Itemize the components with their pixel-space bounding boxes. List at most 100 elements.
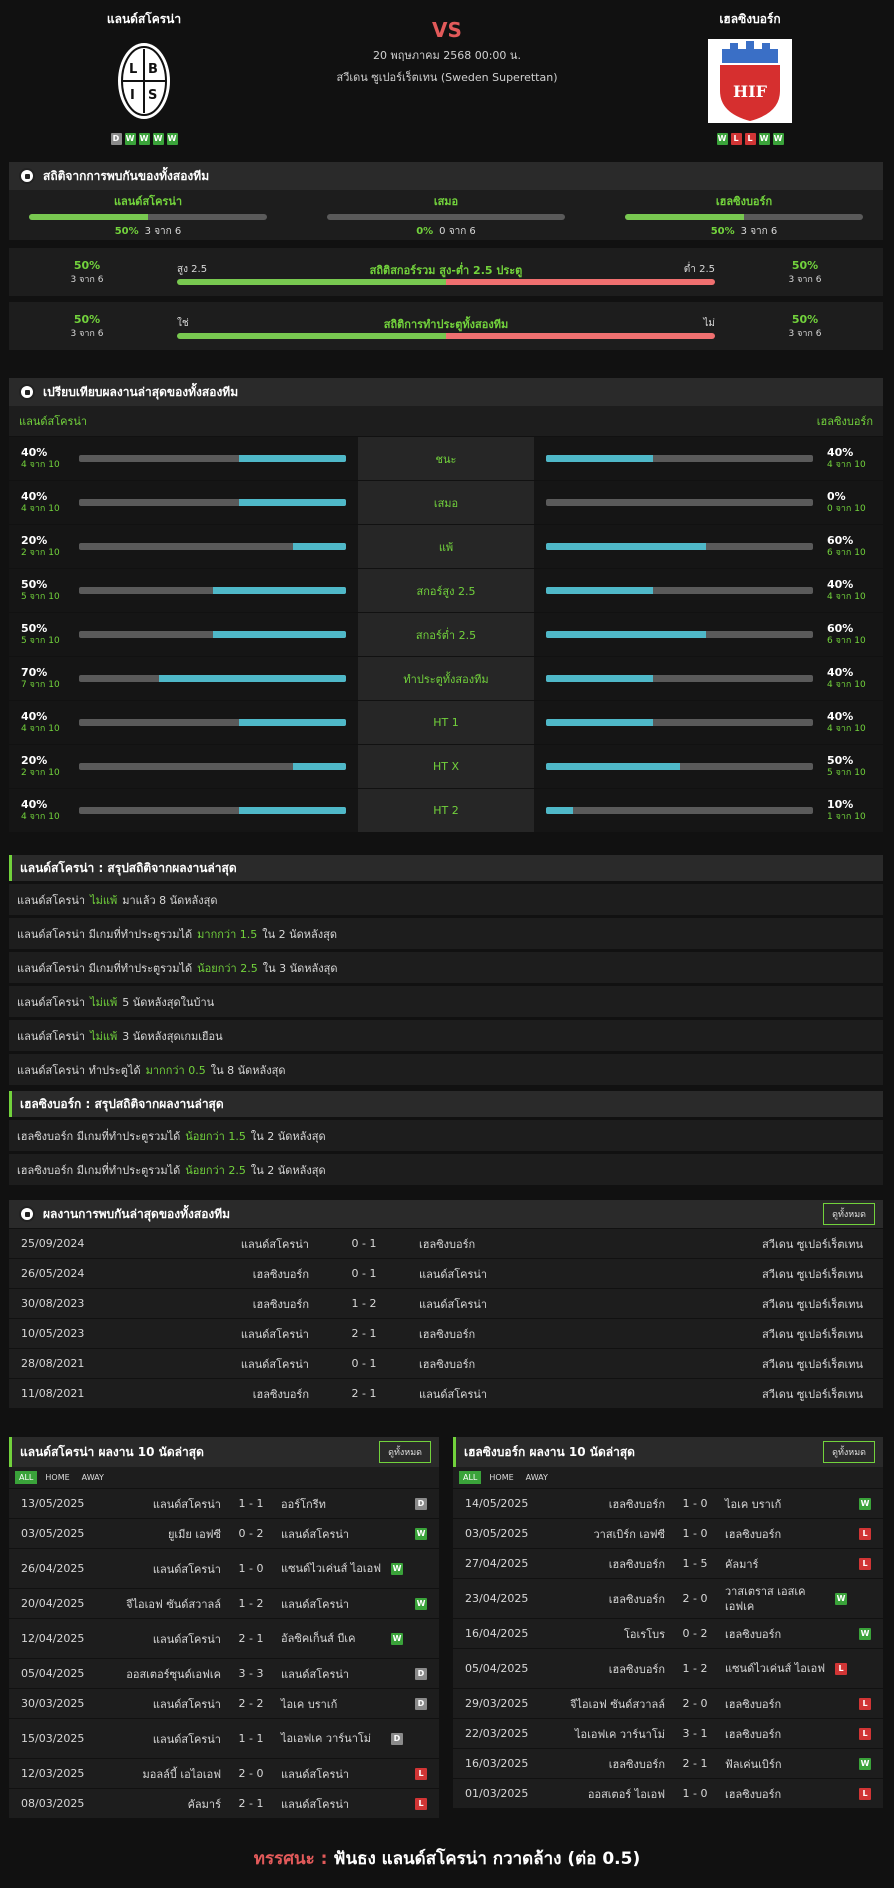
summary-highlight: มากกว่า 0.5 (145, 1063, 206, 1077)
match-date: 08/03/2025 (21, 1797, 85, 1810)
match-row[interactable]: 03/05/2025 วาสเบิร์ก เอฟซี 1 - 0 เฮลซิงบอร์… (453, 1518, 883, 1548)
summary-row: แลนด์สโครน่า ไม่แพ้ มาแล้ว 8 นัดหลังสุด (9, 884, 883, 915)
stat-pct-block: 20% 2 จาก 10 (21, 534, 65, 559)
match-row[interactable]: 03/05/2025 ยูเมีย เอฟซี 0 - 2 แลนด์สโครน่า W (9, 1518, 439, 1548)
match-row[interactable]: 16/03/2025 เฮลซิงบอร์ก 2 - 1 ฟัลเค่นเบิร์ก W (453, 1748, 883, 1778)
stat-bar (79, 719, 346, 726)
match-row[interactable]: 05/04/2025 ออสเตอร์ซุนด์เอฟเค 3 - 3 แลนด์สโ… (9, 1658, 439, 1688)
away-stat: 60% 6 จาก 10 (534, 613, 883, 656)
match-row[interactable]: 29/03/2025 จีไอเอฟ ซันด์สวาลล์ 2 - 0 เฮลซิง… (453, 1688, 883, 1718)
home-summary-rows: แลนด์สโครน่า ไม่แพ้ มาแล้ว 8 นัดหลังสุด แลน… (9, 884, 883, 1085)
match-row[interactable]: 08/03/2025 คัลมาร์ 2 - 1 แลนด์สโครน่า L (9, 1788, 439, 1818)
stat-pct-block: 50% 5 จาก 10 (827, 754, 871, 779)
match-row[interactable]: 26/04/2025 แลนด์สโครน่า 1 - 0 แซนด์ไวเค่นส์… (9, 1548, 439, 1588)
match-row[interactable]: 11/08/2021 เฮลซิงบอร์ก 2 - 1 แลนด์สโครน่า สว… (9, 1378, 883, 1408)
match-date: 13/05/2025 (21, 1497, 85, 1510)
result-badge: W (859, 1757, 871, 1770)
tab-home[interactable]: HOME (45, 1473, 70, 1482)
stat-label: เฮลซิงบอร์ก (715, 194, 773, 208)
no-label: ไม่ (703, 318, 715, 329)
home-team: วาสเบิร์ก เอฟซี (593, 1527, 666, 1541)
away-stat: 40% 4 จาก 10 (534, 701, 883, 744)
match-info: VS 20 พฤษภาคม 2568 00:00 น. สวีเดน ซูเปอ… (0, 18, 894, 86)
tab-away[interactable]: AWAY (81, 1473, 104, 1482)
form-badge: W (772, 133, 784, 145)
section-title: ผลงานการพบกันล่าสุดของทั้งสองทีม (43, 1206, 231, 1221)
match-score: 1 - 0 (682, 1787, 708, 1800)
football-icon (19, 1206, 35, 1222)
match-row[interactable]: 28/08/2021 แลนด์สโครน่า 0 - 1 เฮลซิงบอร์ก สว… (9, 1348, 883, 1378)
match-row[interactable]: 26/05/2024 เฮลซิงบอร์ก 0 - 1 แลนด์สโครน่า สว… (9, 1258, 883, 1288)
home-team: มอลล์บี้ เอไอเอฟ (142, 1767, 221, 1781)
stat-bar (79, 455, 346, 462)
match-score: 1 - 2 (238, 1597, 264, 1610)
section-title: เฮลซิงบอร์ก ผลงาน 10 นัดล่าสุด (464, 1444, 635, 1459)
home-team: แลนด์สโครน่า (240, 1237, 309, 1251)
form-badge: W (138, 133, 150, 145)
home-team: แลนด์สโครน่า (152, 1697, 221, 1711)
tab-away[interactable]: AWAY (525, 1473, 548, 1482)
away-team[interactable]: เฮลซิงบอร์ก HIF W L L W W (640, 10, 860, 145)
summary-highlight: มากกว่า 1.5 (197, 927, 258, 941)
away-last10-header: เฮลซิงบอร์ก ผลงาน 10 นัดล่าสุด ดูทั้งหมด (453, 1437, 883, 1467)
tab-all[interactable]: ALL (15, 1471, 38, 1484)
summary-text: แลนด์สโครน่า มีเกมที่ทำประตูรวมได้ (17, 927, 193, 941)
view-all-button[interactable]: ดูทั้งหมด (823, 1441, 875, 1463)
compare-section: เปรียบเทียบผลงานล่าสุดของทั้งสองทีม แลนด… (9, 378, 883, 832)
summary-row: แลนด์สโครน่า มีเกมที่ทำประตูรวมได้ มากกว่… (9, 918, 883, 949)
home-team[interactable]: แลนด์สโครน่า L B I S D W W W W (34, 10, 254, 145)
home-team: ยูเมีย เอฟซี (167, 1527, 221, 1541)
summary-text: เฮลซิงบอร์ก มีเกมที่ทำประตูรวมได้ (17, 1163, 181, 1177)
match-score: 1 - 0 (682, 1497, 708, 1510)
compare-rows: 40% 4 จาก 10 ชนะ 40% 4 จาก 10 40% 4 จาก 10 เสมอ… (9, 436, 883, 832)
summary-highlight: น้อยกว่า 2.5 (185, 1163, 246, 1177)
recent-h2h-rows: 25/09/2024 แลนด์สโครน่า 0 - 1 เฮลซิงบอร์ก สว… (9, 1228, 883, 1408)
match-date: 10/05/2023 (21, 1327, 85, 1340)
match-row[interactable]: 12/03/2025 มอลล์บี้ เอไอเอฟ 2 - 0 แลนด์สโคร… (9, 1758, 439, 1788)
svg-text:B: B (148, 62, 158, 77)
home-summary-header: แลนด์สโครน่า : สรุปสถิติจากผลงานล่าสุด (9, 855, 883, 881)
match-row[interactable]: 14/05/2025 เฮลซิงบอร์ก 1 - 0 ไอเค บราเก้ W (453, 1488, 883, 1518)
away-team: เฮลซิงบอร์ก (725, 1527, 782, 1541)
match-row[interactable]: 25/09/2024 แลนด์สโครน่า 0 - 1 เฮลซิงบอร์ก สว… (9, 1228, 883, 1258)
stat-bar (546, 587, 813, 594)
match-row[interactable]: 22/03/2025 ไอเอฟเค วาร์นาโม่ 3 - 1 เฮลซิงบอ… (453, 1718, 883, 1748)
stat-pct: 0% (827, 489, 846, 503)
stat-count: 3 จาก 6 (70, 274, 104, 285)
match-row[interactable]: 10/05/2023 แลนด์สโครน่า 2 - 1 เฮลซิงบอร์ก สว… (9, 1318, 883, 1348)
away-stat: 40% 4 จาก 10 (534, 657, 883, 700)
home-team: เฮลซิงบอร์ก (608, 1757, 665, 1771)
stat-title: สถิติการทำประตูทั้งสองทีม (383, 318, 509, 331)
match-league: สวีเดน ซูเปอร์เร็ตเทน (762, 1297, 863, 1311)
match-score: 2 - 0 (238, 1767, 264, 1780)
summary-highlight: น้อยกว่า 1.5 (185, 1129, 246, 1143)
summary-text: ใน 3 นัดหลังสุด (262, 961, 338, 975)
match-score: 0 - 1 (351, 1267, 377, 1280)
match-row[interactable]: 20/04/2025 จีไอเอฟ ซันด์สวาลล์ 1 - 2 แลนด์ส… (9, 1588, 439, 1618)
match-row[interactable]: 12/04/2025 แลนด์สโครน่า 2 - 1 อัลซิคเก็นส์ … (9, 1618, 439, 1658)
summary-text: ใน 2 นัดหลังสุด (262, 927, 337, 941)
match-score: 1 - 2 (351, 1297, 377, 1310)
stat-count: 4 จาก 10 (21, 723, 60, 734)
match-score: 2 - 1 (682, 1757, 708, 1770)
tab-home[interactable]: HOME (489, 1473, 514, 1482)
match-score: 1 - 2 (682, 1662, 708, 1675)
match-row[interactable]: 30/03/2025 แลนด์สโครน่า 2 - 2 ไอเค บราเก้ D (9, 1688, 439, 1718)
match-row[interactable]: 16/04/2025 โอเรโบร 0 - 2 เฮลซิงบอร์ก W (453, 1618, 883, 1648)
tab-all[interactable]: ALL (459, 1471, 482, 1484)
view-all-button[interactable]: ดูทั้งหมด (379, 1441, 431, 1463)
match-row[interactable]: 01/03/2025 ออสเตอร์ ไอเอฟ 1 - 0 เฮลซิงบอร์ก… (453, 1778, 883, 1808)
match-row[interactable]: 05/04/2025 เฮลซิงบอร์ก 1 - 2 แซนด์ไวเค่นส์ … (453, 1648, 883, 1688)
match-row[interactable]: 23/04/2025 เฮลซิงบอร์ก 2 - 0 วาสเตราส เอสเค… (453, 1578, 883, 1618)
view-all-button[interactable]: ดูทั้งหมด (823, 1203, 875, 1225)
away-team: แลนด์สโครน่า (419, 1267, 488, 1281)
away-team: เฮลซิงบอร์ก (725, 1727, 782, 1741)
stat-label: เสมอ (358, 481, 534, 524)
compare-row: 50% 5 จาก 10 สกอร์สูง 2.5 40% 4 จาก 10 (9, 568, 883, 612)
football-icon (19, 168, 35, 184)
match-row[interactable]: 15/03/2025 แลนด์สโครน่า 1 - 1 ไอเอฟเค วาร์น… (9, 1718, 439, 1758)
match-row[interactable]: 30/08/2023 เฮลซิงบอร์ก 1 - 2 แลนด์สโครน่า สว… (9, 1288, 883, 1318)
match-row[interactable]: 13/05/2025 แลนด์สโครน่า 1 - 1 ออร์โกรีท D (9, 1488, 439, 1518)
match-league: สวีเดน ซูเปอร์เร็ตเทน (762, 1237, 863, 1251)
match-row[interactable]: 27/04/2025 เฮลซิงบอร์ก 1 - 5 คัลมาร์ L (453, 1548, 883, 1578)
